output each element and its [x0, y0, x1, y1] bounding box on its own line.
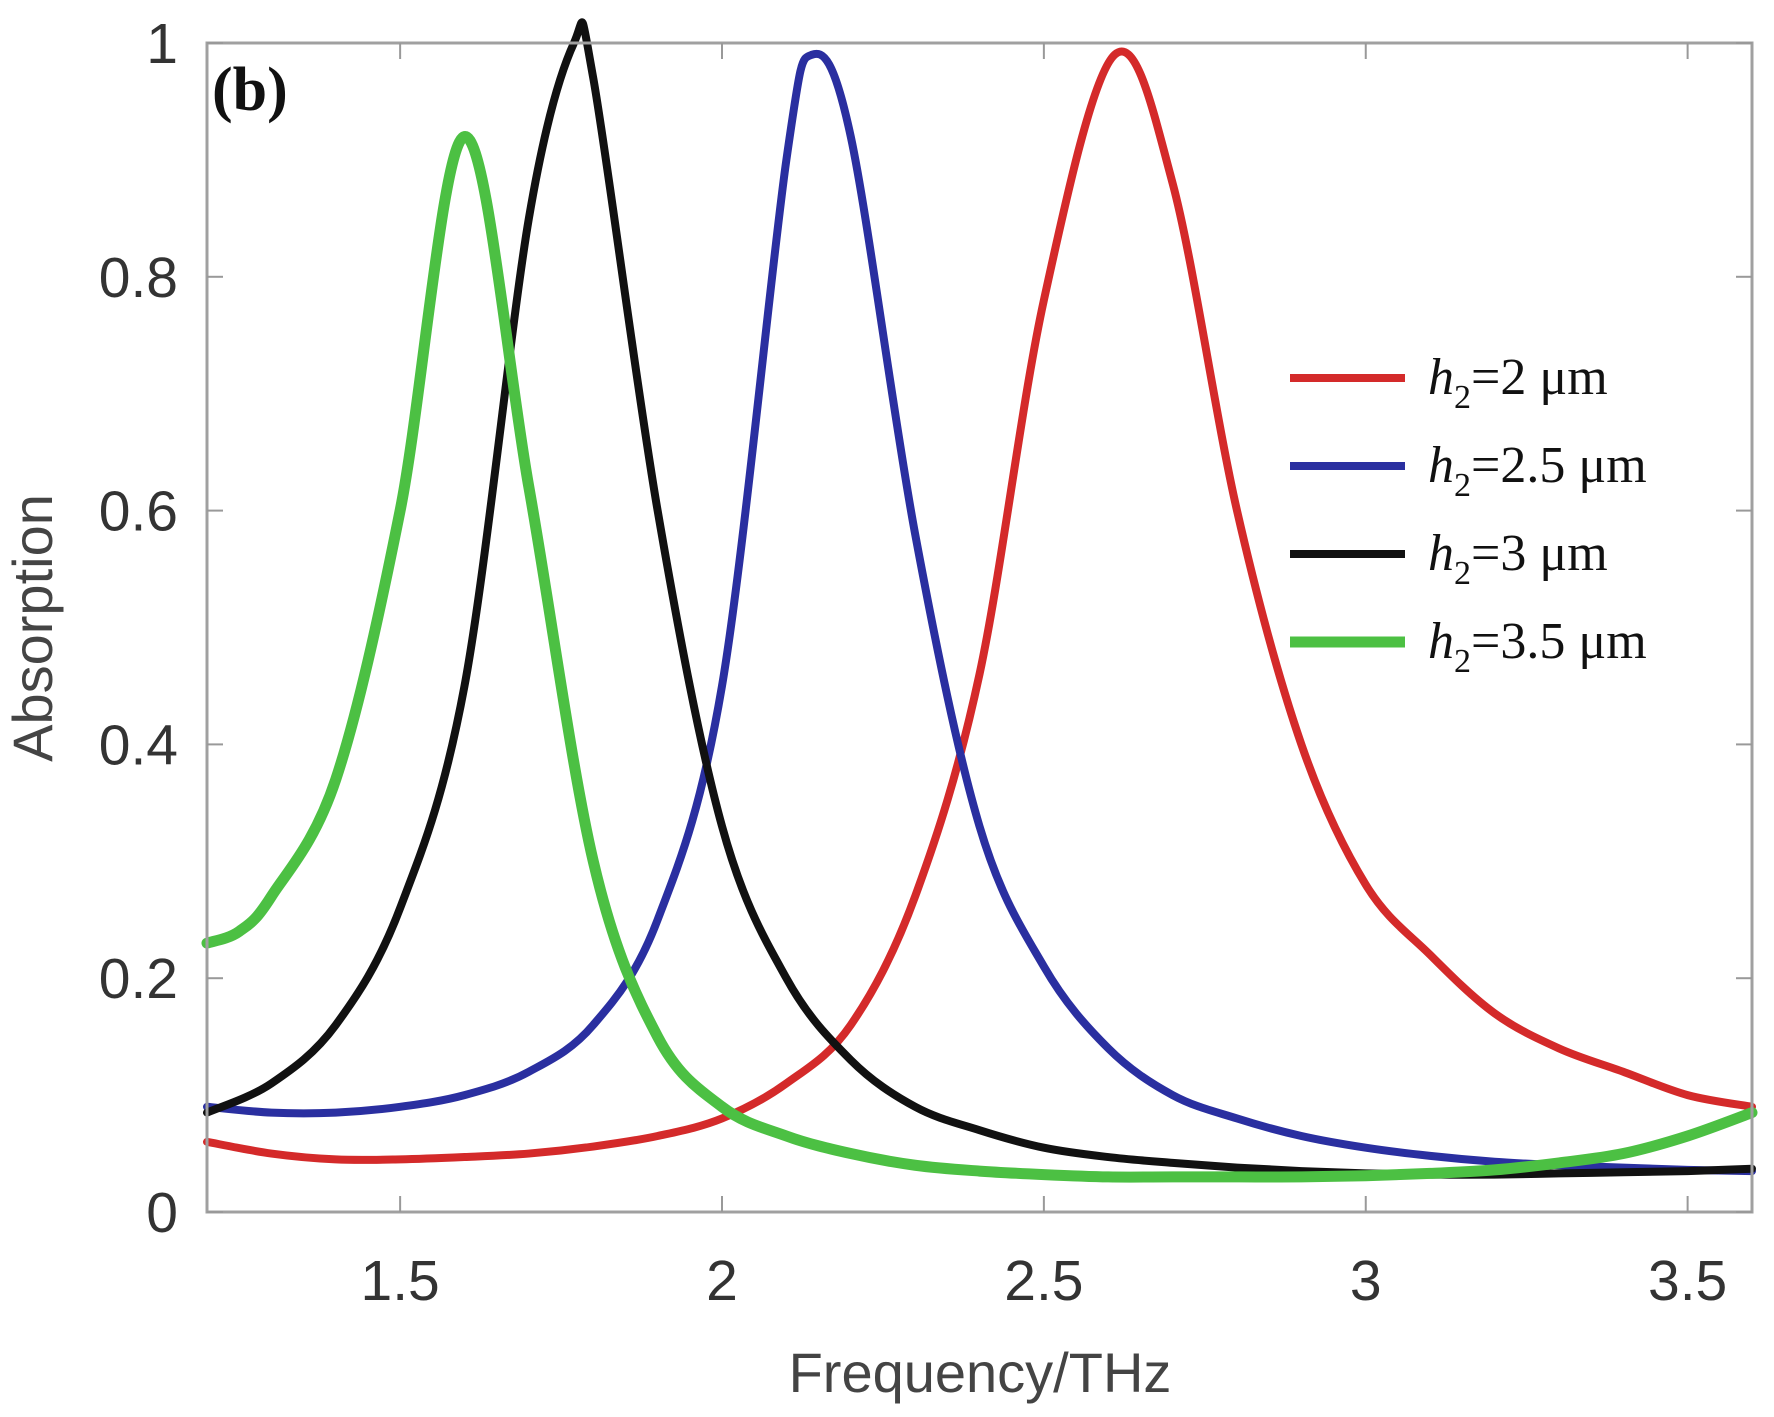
- y-axis-title: Absorption: [1, 494, 64, 762]
- legend: h2=2 μm h2=2.5 μm h2=3 μm h2=3.5 μm: [1290, 349, 1647, 680]
- panel-label: (b): [212, 56, 288, 124]
- series-curves: [201, 18, 1758, 1183]
- series-line-0: [203, 47, 1756, 1164]
- x-tick-label: 1.5: [361, 1249, 440, 1313]
- legend-entry: h2=2.5 μm: [1428, 437, 1647, 504]
- series-line-2: [203, 18, 1756, 1179]
- axis-ticks: 1.5 2 2.5 3 3.5 0 0.2 0.4 0.6 0.8 1: [99, 12, 1752, 1313]
- x-tick-label: 2: [706, 1249, 738, 1313]
- x-tick-label: 3: [1350, 1249, 1382, 1313]
- y-tick-label: 1: [146, 12, 178, 76]
- x-tick-label: 3.5: [1648, 1249, 1727, 1313]
- legend-entry: h2=3 μm: [1428, 525, 1608, 592]
- x-tick-label: 2.5: [1004, 1249, 1083, 1313]
- legend-entry: h2=3.5 μm: [1428, 613, 1647, 680]
- series-line-3: [201, 131, 1758, 1183]
- y-tick-label: 0.8: [99, 246, 178, 310]
- plot-frame: [205, 41, 1754, 1214]
- legend-entry: h2=2 μm: [1428, 349, 1608, 416]
- series-line-1: [203, 49, 1756, 1176]
- y-tick-label: 0.4: [99, 713, 178, 777]
- x-axis-title: Frequency/THz: [789, 1341, 1172, 1404]
- y-tick-label: 0.6: [99, 480, 178, 544]
- y-tick-label: 0: [146, 1181, 178, 1245]
- y-tick-label: 0.2: [99, 947, 178, 1011]
